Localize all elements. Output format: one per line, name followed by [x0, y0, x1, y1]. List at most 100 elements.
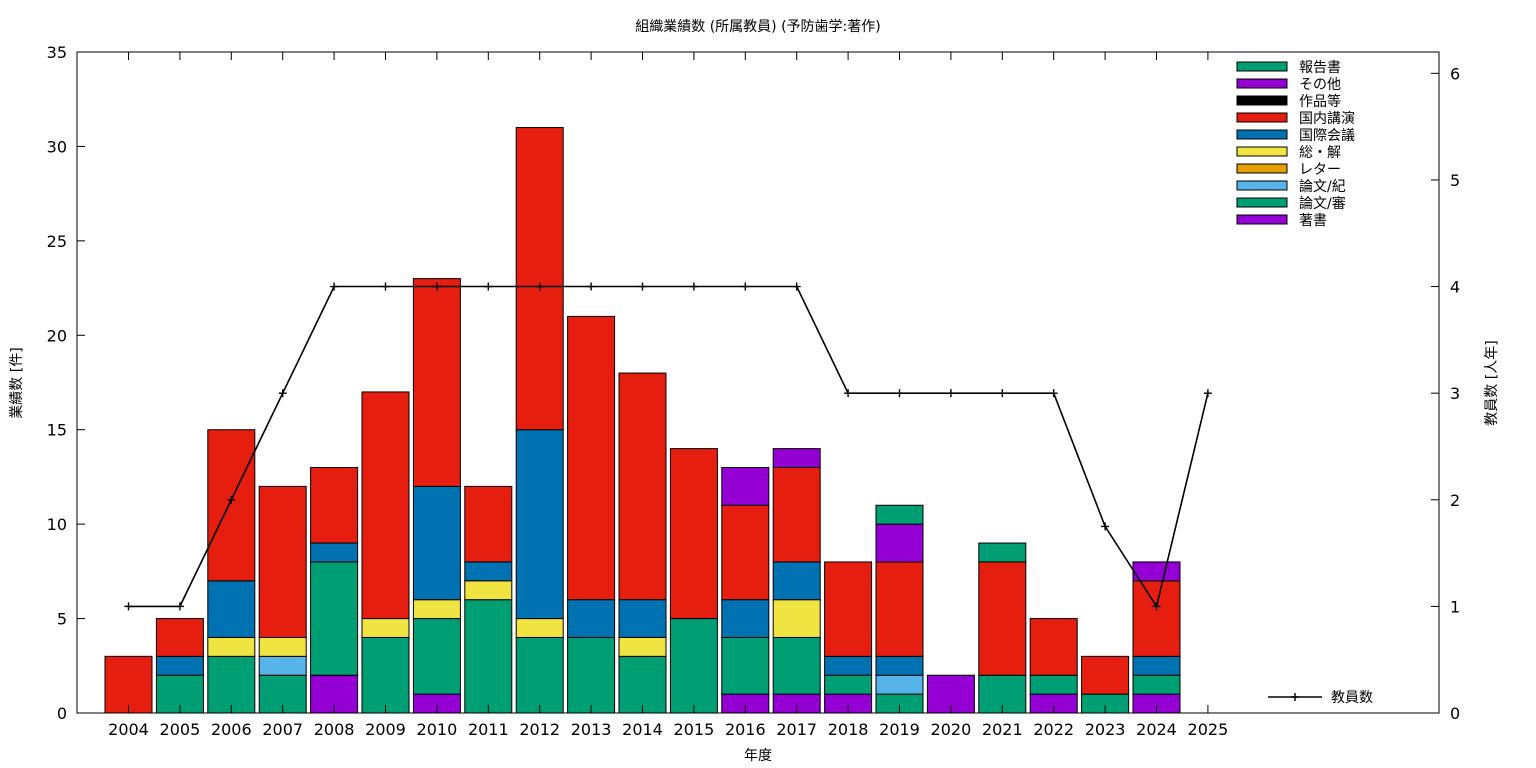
bar-2011-series-1 [464, 599, 513, 714]
x-axis-label: 年度 [744, 748, 772, 764]
teacher-count-point [587, 282, 596, 291]
bar-2016-series-8 [721, 466, 770, 506]
bar-2017-series-5 [772, 561, 821, 601]
chart-title: 組織業績数 (所属教員) (予防歯学:著作) [635, 19, 880, 35]
bar-2013-series-6 [567, 315, 616, 601]
bar-2016-series-5 [721, 599, 770, 638]
bar-2015-series-1 [669, 618, 718, 714]
legend-label: 総・解 [1299, 145, 1341, 161]
teacher-count-point [1203, 389, 1212, 398]
legend-label: 著書 [1299, 213, 1327, 229]
bar-2016-series-1 [721, 636, 770, 695]
bar-2017-series-6 [772, 466, 821, 563]
teacher-count-point [1049, 389, 1058, 398]
legend-swatch [1236, 95, 1288, 106]
bar-2008-series-1 [310, 561, 359, 676]
y2-tick-label: 3 [1450, 384, 1460, 403]
bar-2017-series-1 [772, 636, 821, 695]
legend-swatch [1236, 112, 1288, 123]
bar-2023-series-6 [1081, 655, 1130, 695]
plot-frame [76, 51, 1440, 714]
y2-tick-label: 0 [1450, 704, 1460, 723]
bar-2005-series-6 [155, 618, 204, 657]
teacher-count-point [175, 602, 184, 611]
bar-2024-series-6 [1132, 580, 1181, 657]
teacher-count-point [946, 389, 955, 398]
x-tick-label: 2014 [622, 720, 663, 739]
bar-2015-series-6 [669, 448, 718, 620]
bar-2019-series-6 [875, 561, 924, 657]
x-tick-label: 2015 [674, 720, 715, 739]
x-tick-label: 2018 [828, 720, 869, 739]
teacher-count-point [844, 389, 853, 398]
bar-2024-series-1 [1132, 674, 1181, 695]
bar-2022-series-6 [1029, 618, 1078, 676]
teacher-count-point [1101, 522, 1110, 531]
bar-2010-series-6 [412, 278, 461, 487]
y-axis-label: 業績数 [件] [9, 347, 25, 418]
teacher-count-point [432, 282, 441, 291]
x-tick-label: 2004 [108, 720, 149, 739]
x-tick-label: 2017 [776, 720, 817, 739]
bar-2012-series-6 [515, 127, 564, 431]
bar-2018-series-5 [824, 655, 873, 676]
bar-2024-series-5 [1132, 655, 1181, 676]
legend-swatch [1236, 61, 1288, 72]
teacher-count-point [484, 282, 493, 291]
bar-2021-series-9 [978, 542, 1027, 563]
bar-2024-series-8 [1132, 561, 1181, 582]
bar-2014-series-1 [618, 655, 667, 714]
bar-2018-series-1 [824, 674, 873, 695]
x-tick-label: 2025 [1188, 720, 1229, 739]
legend-swatch [1236, 129, 1288, 140]
x-tick-label: 2010 [417, 720, 458, 739]
bar-2019-series-2 [875, 674, 924, 695]
bar-2019-series-9 [875, 504, 924, 525]
bar-2007-series-2 [258, 655, 307, 676]
bar-2004-series-6 [104, 655, 153, 714]
bar-2006-series-5 [207, 580, 256, 638]
y-tick-label: 5 [57, 610, 67, 629]
legend-label: 報告書 [1299, 60, 1341, 76]
bar-2011-series-4 [464, 580, 513, 601]
legend-label: 国内講演 [1299, 111, 1355, 127]
legend-label: 作品等 [1299, 93, 1341, 110]
bar-2009-series-6 [361, 391, 410, 620]
teacher-count-point [124, 602, 133, 611]
teacher-count-point [330, 282, 339, 291]
bar-2010-series-5 [412, 485, 461, 601]
bars-layer [104, 127, 1181, 714]
bar-2017-series-8 [772, 448, 821, 468]
bar-2006-series-6 [207, 429, 256, 582]
legend-swatch [1236, 163, 1288, 174]
bar-2019-series-5 [875, 655, 924, 676]
legend-label: レター [1299, 162, 1341, 178]
bar-2014-series-5 [618, 599, 667, 638]
teacher-count-point [998, 389, 1007, 398]
bar-2007-series-6 [258, 485, 307, 638]
line-legend-marker [1291, 693, 1299, 701]
teacher-count-line [128, 285, 1209, 609]
bar-2012-series-1 [515, 636, 564, 714]
bar-2009-series-1 [361, 636, 410, 714]
x-tick-label: 2009 [365, 720, 406, 739]
teacher-count-point [227, 495, 236, 504]
y-tick-label: 15 [47, 421, 67, 440]
y-tick-label: 10 [47, 515, 67, 534]
bar-2006-series-4 [207, 636, 256, 657]
bar-2013-series-5 [567, 599, 616, 638]
legend-swatch [1236, 197, 1288, 208]
bar-2014-series-4 [618, 636, 667, 657]
y-tick-label: 30 [47, 137, 67, 156]
bar-2011-series-5 [464, 561, 513, 582]
bar-2008-series-5 [310, 542, 359, 563]
teacher-count-point [278, 389, 287, 398]
bar-2011-series-6 [464, 485, 513, 563]
x-tick-label: 2024 [1136, 720, 1177, 739]
y2-tick-label: 1 [1450, 597, 1460, 616]
bar-2007-series-4 [258, 636, 307, 657]
legend-label: 論文/審 [1299, 196, 1346, 212]
legend-swatch [1236, 180, 1288, 191]
teacher-count-point [741, 282, 750, 291]
